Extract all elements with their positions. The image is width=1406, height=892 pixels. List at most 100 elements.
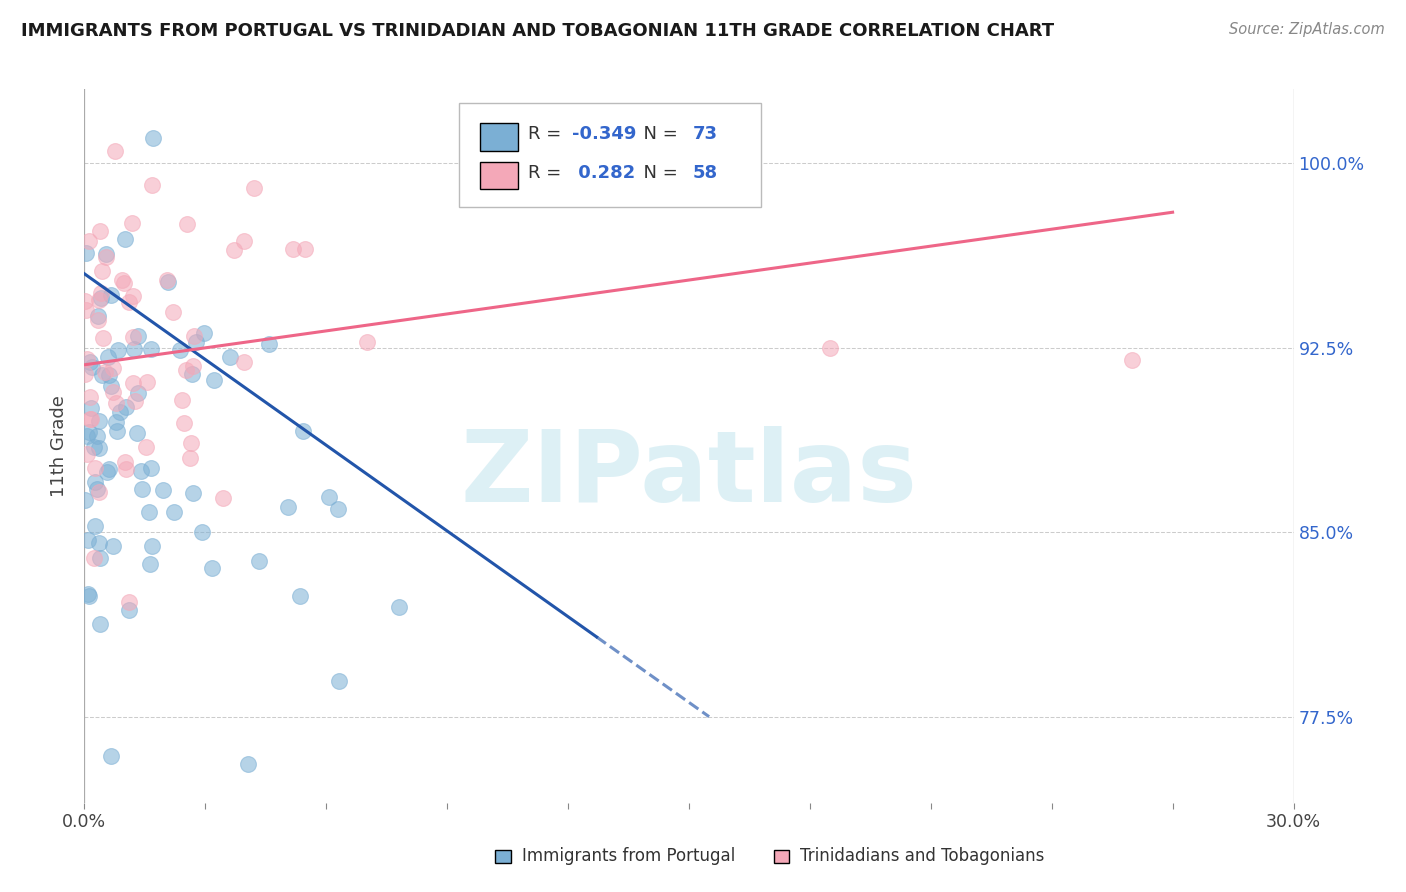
Point <box>170 393 193 408</box>
Text: IMMIGRANTS FROM PORTUGAL VS TRINIDADIAN AND TOBAGONIAN 11TH GRADE CORRELATION CH: IMMIGRANTS FROM PORTUGAL VS TRINIDADIAN … <box>21 22 1054 40</box>
Point <box>121 216 143 230</box>
Text: 73: 73 <box>693 125 717 143</box>
Point <box>201 561 224 575</box>
Y-axis label: 11th Grade: 11th Grade <box>49 395 67 497</box>
Point <box>288 589 311 603</box>
Point <box>117 603 139 617</box>
Point <box>87 293 110 307</box>
Point <box>75 246 97 260</box>
Point <box>328 673 350 688</box>
Point <box>77 425 100 439</box>
Point <box>76 447 98 461</box>
Point <box>76 533 98 547</box>
Point <box>90 286 112 301</box>
Point <box>180 436 202 450</box>
Point <box>142 131 165 145</box>
Point <box>222 243 245 257</box>
Point <box>281 242 304 256</box>
Point <box>181 486 204 500</box>
Point <box>114 232 136 246</box>
Point <box>181 359 204 373</box>
Text: Trinidadians and Tobagonians: Trinidadians and Tobagonians <box>800 847 1045 865</box>
Point <box>818 341 841 355</box>
Text: R =: R = <box>529 125 567 143</box>
Point <box>73 293 96 308</box>
Point <box>79 412 101 426</box>
Point <box>89 291 111 305</box>
Point <box>89 224 111 238</box>
Point <box>135 440 157 454</box>
Point <box>118 295 141 310</box>
Point <box>121 376 143 390</box>
FancyBboxPatch shape <box>773 850 789 863</box>
Point <box>236 757 259 772</box>
Point <box>79 355 101 369</box>
Point <box>100 749 122 764</box>
Point <box>107 343 129 357</box>
Point <box>131 482 153 496</box>
Point <box>105 415 128 429</box>
Point <box>318 490 340 504</box>
Point <box>169 343 191 358</box>
Point <box>242 181 264 195</box>
Point <box>96 465 118 479</box>
Point <box>122 342 145 356</box>
Point <box>94 247 117 261</box>
FancyBboxPatch shape <box>479 123 519 151</box>
Point <box>73 367 96 381</box>
Point <box>326 501 349 516</box>
Text: ZIPatlas: ZIPatlas <box>461 426 917 523</box>
Point <box>127 385 149 400</box>
Point <box>94 250 117 264</box>
Point <box>76 352 98 367</box>
Point <box>294 242 316 256</box>
Point <box>183 328 205 343</box>
Point <box>184 334 207 349</box>
FancyBboxPatch shape <box>495 850 510 863</box>
Point <box>91 331 114 345</box>
Point <box>193 326 215 340</box>
Point <box>80 359 103 374</box>
Point <box>86 482 108 496</box>
Point <box>86 429 108 443</box>
Point <box>139 558 162 572</box>
Point <box>76 429 98 443</box>
Point <box>163 505 186 519</box>
Point <box>247 554 270 568</box>
Point <box>127 329 149 343</box>
Point <box>176 217 198 231</box>
Point <box>129 465 152 479</box>
Point <box>104 144 127 158</box>
Point <box>77 234 100 248</box>
Text: Immigrants from Portugal: Immigrants from Portugal <box>522 847 735 865</box>
Point <box>233 234 256 248</box>
Text: 0.282: 0.282 <box>572 164 636 182</box>
Point <box>156 273 179 287</box>
Point <box>191 524 214 539</box>
Point <box>122 289 145 303</box>
Point <box>87 536 110 550</box>
Point <box>101 539 124 553</box>
Point <box>180 367 202 381</box>
Point <box>108 405 131 419</box>
Text: N =: N = <box>633 125 683 143</box>
FancyBboxPatch shape <box>460 103 762 207</box>
Point <box>83 440 105 454</box>
Text: R =: R = <box>529 164 567 182</box>
Point <box>152 483 174 497</box>
Point <box>80 401 103 416</box>
Point <box>79 390 101 404</box>
Point <box>139 460 162 475</box>
Point <box>356 335 378 350</box>
Point <box>77 589 100 603</box>
Point <box>84 461 107 475</box>
Point <box>112 276 135 290</box>
Point <box>101 360 124 375</box>
Point <box>125 426 148 441</box>
Text: 58: 58 <box>693 164 717 182</box>
Point <box>388 599 411 614</box>
Point <box>89 551 111 566</box>
Point <box>118 595 141 609</box>
Point <box>100 288 122 302</box>
Point <box>73 493 96 508</box>
